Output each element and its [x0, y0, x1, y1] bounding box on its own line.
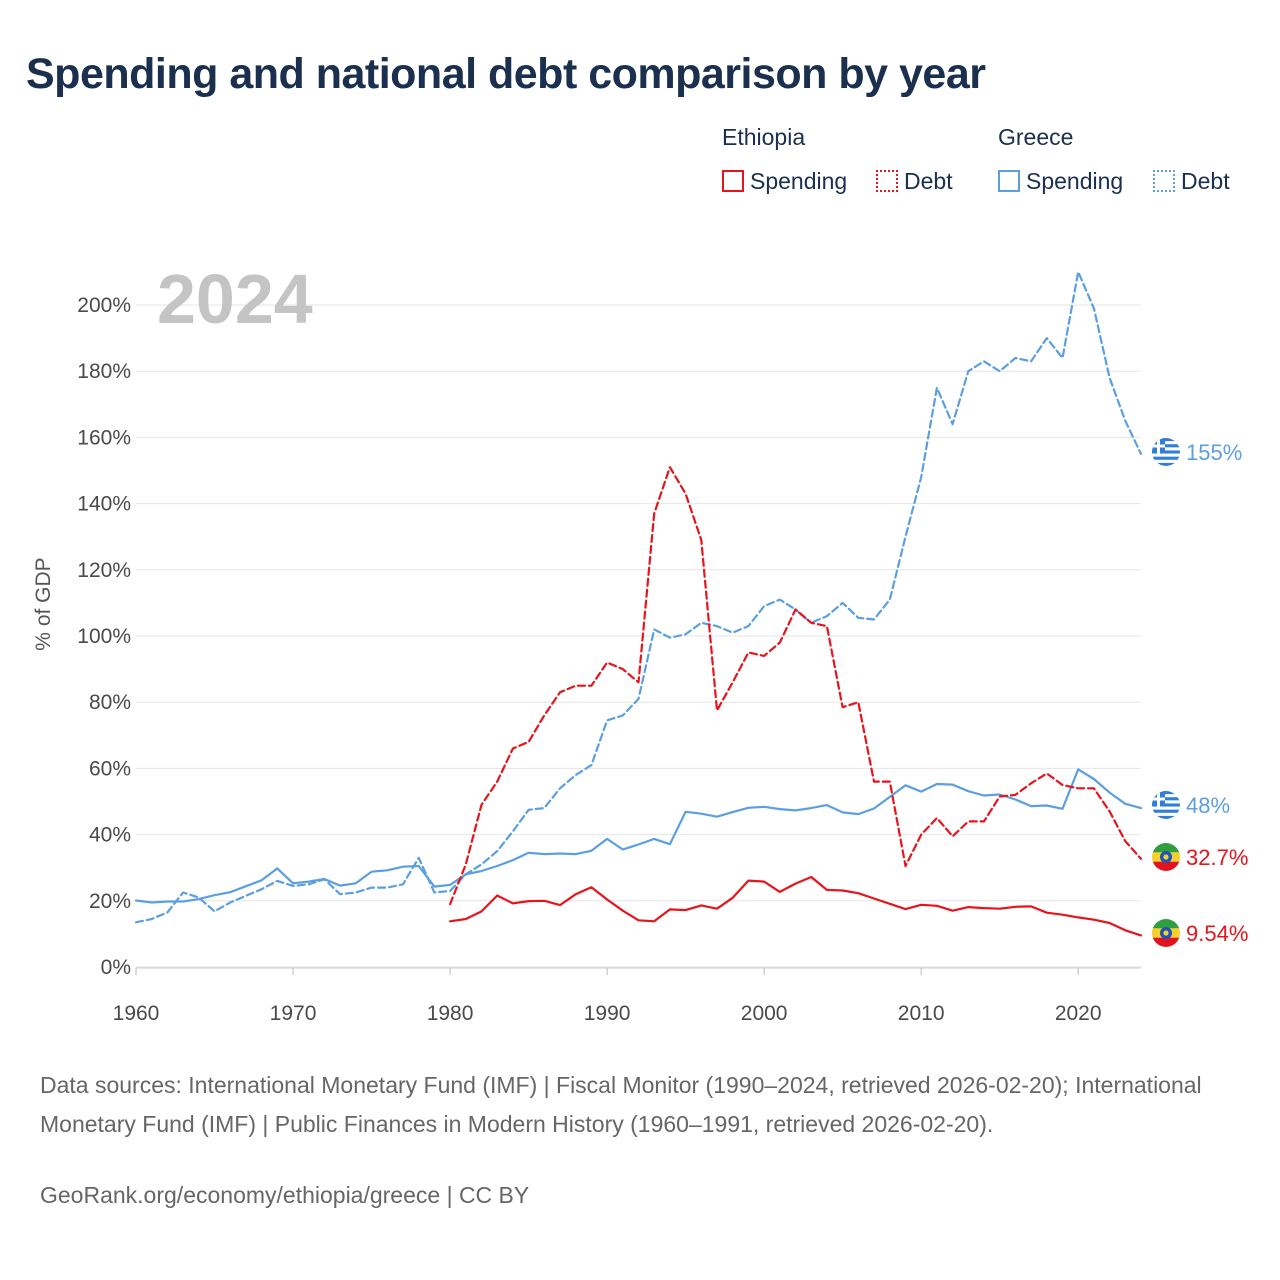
y-tick-label: 100%: [77, 625, 131, 648]
current-year-label: 2024: [157, 260, 313, 338]
legend-group-ethiopia: Ethiopia: [722, 124, 806, 150]
y-axis-title: % of GDP: [32, 557, 55, 650]
legend-ethiopia-spending[interactable]: Spending: [722, 166, 847, 196]
y-tick-label: 120%: [77, 559, 131, 582]
ethiopia-flag-icon: [1152, 919, 1180, 947]
y-tick-label: 60%: [89, 757, 131, 780]
y-tick-label: 160%: [77, 426, 131, 449]
y-tick-label: 40%: [89, 824, 131, 847]
x-tick-label: 1960: [113, 1002, 160, 1025]
legend-label: Debt: [904, 167, 953, 194]
y-tick-label: 200%: [77, 294, 131, 317]
y-tick-label: 80%: [89, 691, 131, 714]
chart-title: Spending and national debt comparison by…: [26, 50, 986, 98]
legend-group-greece: Greece: [998, 124, 1074, 150]
greece-flag-icon: [1152, 438, 1180, 466]
x-tick-label: 1970: [270, 1002, 317, 1025]
y-tick-label: 180%: [77, 360, 131, 383]
legend-swatch-solid-icon: [998, 170, 1020, 192]
x-tick-label: 2020: [1055, 1002, 1102, 1025]
greece-spending-line[interactable]: [134, 768, 1143, 904]
greece-debt-end-label: 155%: [1186, 440, 1242, 465]
legend-label: Spending: [1026, 167, 1124, 194]
x-tick-label: 2000: [741, 1002, 788, 1025]
x-tick-label: 1980: [427, 1002, 474, 1025]
credit-link[interactable]: GeoRank.org/economy/ethiopia/greece | CC…: [40, 1182, 530, 1208]
legend-greece-debt[interactable]: Debt: [1153, 166, 1230, 196]
ethiopia-spending-end-label: 9.54%: [1186, 921, 1248, 946]
x-tick-label: 2010: [898, 1002, 945, 1025]
y-tick-label: 140%: [77, 493, 131, 516]
greece-debt-line[interactable]: [134, 270, 1143, 924]
ethiopia-spending-line[interactable]: [449, 875, 1143, 937]
ethiopia-debt-end-label: 32.7%: [1186, 845, 1248, 870]
y-tick-label: 0%: [101, 956, 131, 979]
legend-ethiopia-debt[interactable]: Debt: [876, 166, 953, 196]
legend-swatch-solid-icon: [722, 170, 744, 192]
y-tick-label: 20%: [89, 890, 131, 913]
x-tick-label: 1990: [584, 1002, 631, 1025]
legend-greece-spending[interactable]: Spending: [998, 166, 1123, 196]
line-chart: 0% 20% 40% 60% 80% 100% 120% 140% 160% 180% 200% 19…: [32, 260, 1248, 1025]
greece-flag-icon: [1152, 791, 1180, 819]
ethiopia-flag-icon: [1152, 843, 1180, 871]
legend-label: Debt: [1181, 167, 1230, 194]
legend-label: Spending: [750, 167, 848, 194]
greece-spending-end-label: 48%: [1186, 793, 1230, 818]
legend-swatch-dotted-icon: [1153, 170, 1175, 192]
data-sources-text: Data sources: International Monetary Fun…: [40, 1072, 1202, 1137]
data-sources: Data sources: International Monetary Fun…: [40, 1066, 1240, 1144]
legend-swatch-dotted-icon: [876, 170, 898, 192]
ethiopia-debt-line[interactable]: [449, 466, 1143, 906]
